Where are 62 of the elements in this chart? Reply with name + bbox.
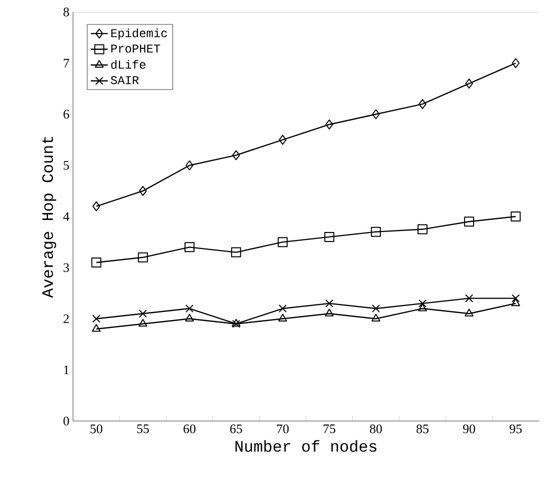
point [418, 99, 426, 110]
point [91, 258, 102, 268]
point [512, 294, 520, 302]
x-tick-label: 80 [370, 424, 382, 434]
point [185, 314, 194, 322]
y-tick-label: 6 [64, 110, 70, 119]
point [510, 212, 521, 222]
point [278, 134, 287, 145]
point [418, 224, 428, 234]
point [92, 314, 100, 323]
point [370, 226, 381, 237]
point [278, 314, 288, 322]
point [139, 186, 147, 196]
point [418, 299, 427, 308]
x-tick-label: 75 [324, 424, 336, 434]
y-tick-label: 7 [64, 58, 70, 68]
x-tick-label: 90 [463, 424, 476, 434]
point [138, 318, 148, 327]
y-tick-label: 5 [64, 161, 69, 170]
point [418, 304, 427, 312]
point [232, 150, 240, 160]
y-tick-label: 8 [64, 8, 69, 16]
point [138, 252, 148, 262]
y-tick-label: 1 [64, 366, 69, 374]
point [185, 304, 194, 313]
x-tick-label: 70 [277, 424, 289, 434]
y-axis-title: Average Hop Count [42, 136, 56, 298]
x-axis-title: Number of nodes [236, 440, 376, 452]
x-tick-label: 85 [416, 424, 428, 434]
y-tick-label: 4 [63, 212, 70, 221]
y-tick-label: 3 [64, 263, 69, 272]
point [465, 294, 474, 302]
point [278, 304, 287, 313]
x-tick-label: 50 [90, 424, 102, 434]
legend-label: dLife [111, 60, 146, 69]
point [92, 201, 100, 212]
point [512, 58, 520, 68]
point [372, 109, 380, 120]
point [464, 216, 474, 227]
point [92, 324, 101, 332]
point [464, 308, 474, 316]
y-tick-label: 2 [64, 314, 69, 324]
point [372, 314, 380, 322]
legend-label: Epidemic [111, 28, 167, 40]
x-tick-label: 95 [510, 424, 522, 434]
point [465, 78, 473, 89]
x-tick-label: 55 [137, 424, 149, 434]
y-tick-label: 0 [64, 416, 69, 426]
point [325, 299, 334, 308]
legend-label: SAIR [110, 76, 139, 84]
point [372, 304, 380, 313]
point [184, 242, 194, 252]
point [138, 310, 147, 318]
point [278, 237, 288, 248]
x-tick-label: 65 [230, 424, 242, 434]
point [324, 232, 334, 242]
point [186, 160, 194, 170]
point [231, 247, 242, 258]
x-tick-label: 60 [184, 424, 196, 434]
legend-label: ProPHET [111, 44, 160, 53]
point [324, 308, 334, 316]
point [325, 119, 334, 130]
